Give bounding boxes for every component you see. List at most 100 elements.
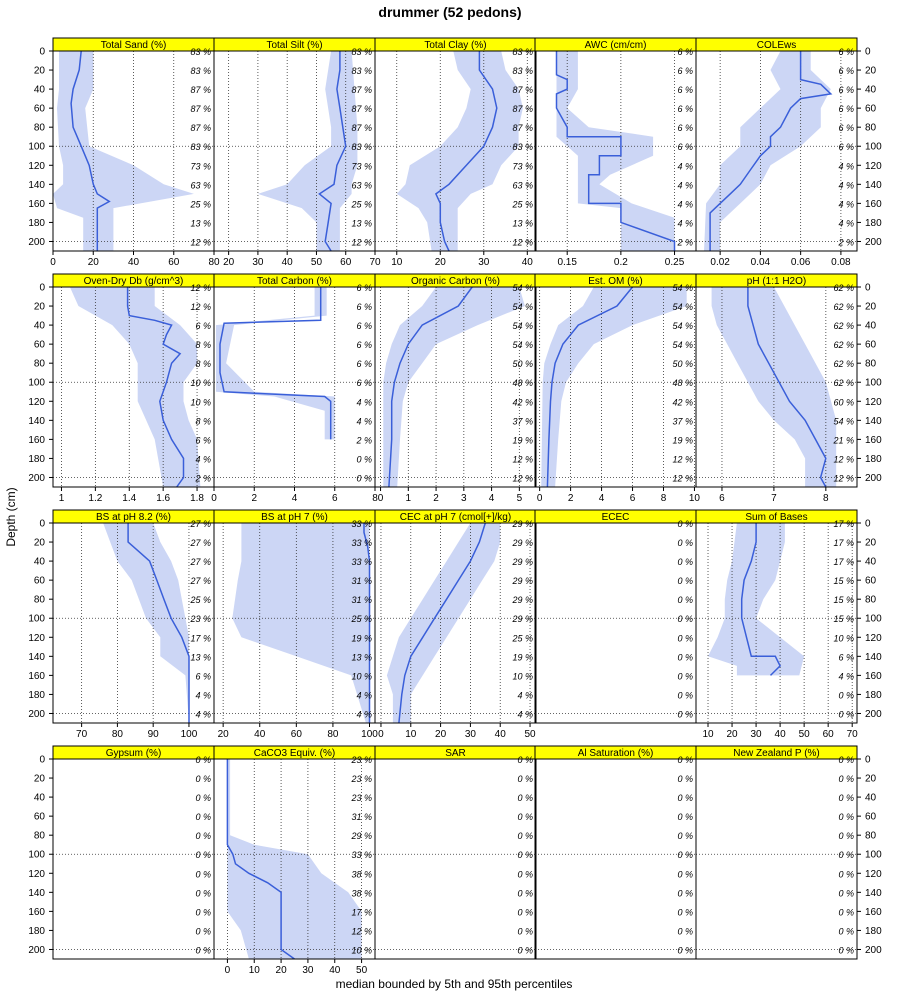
pct-label: 0 % — [677, 926, 693, 936]
pct-label: 0 % — [195, 812, 211, 822]
pct-label: 17 % — [351, 907, 372, 917]
pct-label: 6 % — [195, 671, 211, 681]
pct-label: 12 % — [833, 473, 854, 483]
y-tick-label-right: 0 — [865, 755, 871, 766]
pct-label: 0 % — [838, 793, 854, 803]
pct-label: 0 % — [677, 519, 693, 529]
pct-label: 4 % — [838, 218, 854, 228]
y-tick-label-left: 160 — [28, 671, 45, 682]
pct-label: 83 % — [351, 47, 372, 57]
panel-grid-lines — [375, 51, 536, 251]
x-tick-label: 50 — [799, 729, 811, 740]
panel-title: BS at pH 7 (%) — [261, 512, 328, 523]
panel-title: pH (1:1 H2O) — [747, 276, 806, 287]
x-tick-label: 0 — [225, 965, 231, 976]
x-tick-label: 1 — [406, 493, 412, 504]
pct-label: 87 % — [512, 85, 533, 95]
x-tick-label: 8 — [661, 493, 667, 504]
pct-label: 6 % — [195, 435, 211, 445]
y-tick-label-left: 40 — [34, 85, 46, 96]
y-tick-label-left: 80 — [34, 123, 46, 134]
median-line — [126, 287, 185, 487]
percentile-band — [232, 523, 370, 723]
pct-label: 6 % — [677, 142, 693, 152]
x-tick-label: 10 — [405, 729, 417, 740]
y-tick-label-right: 80 — [865, 595, 877, 606]
pct-label: 23 % — [350, 755, 372, 765]
median-line — [709, 51, 833, 251]
y-tick-label-left: 20 — [34, 302, 46, 313]
pct-label: 73 % — [351, 161, 372, 171]
panel-ecec: ECEC 0 % 0 % 0 % 0 % 0 % 0 % 0 % 0 % 0 % 0 % 0 % — [534, 509, 697, 724]
y-tick-label-left: 100 — [28, 378, 45, 389]
y-tick-label-right: 0 — [865, 47, 871, 58]
y-tick-label-left: 60 — [34, 812, 46, 823]
pct-label: 27 % — [189, 557, 211, 567]
y-tick-label-right: 40 — [865, 85, 877, 96]
pct-label: 17 % — [833, 538, 854, 548]
y-tick-label-left: 0 — [39, 47, 45, 58]
pct-label: 6 % — [838, 104, 854, 114]
panel-est-om: Est. OM (%) 54 % 54 % 54 % 54 % 50 % 48 % 42 % 3… — [534, 273, 700, 504]
panel-title: ECEC — [602, 512, 630, 523]
panel-frame — [534, 758, 697, 960]
pct-label: 48 % — [512, 378, 533, 388]
pct-label: 6 % — [356, 340, 372, 350]
pct-label: 10 % — [833, 633, 854, 643]
panel-organic-carbon: Organic Carbon (%)54 %54 %54 %54 %50 %48… — [374, 273, 537, 504]
pct-label: 6 % — [356, 302, 372, 312]
pct-label: 0 % — [517, 774, 533, 784]
pct-label: 4 % — [195, 454, 211, 464]
pct-label: 54 % — [833, 416, 854, 426]
pct-label: 13 % — [190, 218, 211, 228]
pct-label: 23 % — [350, 774, 372, 784]
pct-label: 17 % — [833, 557, 854, 567]
y-tick-label-left: 60 — [34, 576, 46, 587]
median-line — [388, 287, 473, 487]
x-tick-label: 60 — [291, 729, 303, 740]
pct-label: 62 % — [833, 321, 854, 331]
x-tick-label: 0 — [211, 493, 217, 504]
x-tick-label: 20 — [276, 965, 288, 976]
panel-title: CEC at pH 7 (cmol[+]/kg) — [400, 512, 511, 523]
panel-total-sand: Total Sand (%) 83 % 83 % 87 % 87 % 87 % 83 % 73… — [50, 37, 220, 268]
panel-frame — [374, 758, 537, 960]
pct-label: 0 % — [838, 709, 854, 719]
y-axis-label: Depth (cm) — [4, 487, 18, 546]
pct-label: 0 % — [677, 869, 693, 879]
x-tick-label: 2 — [568, 493, 574, 504]
pct-label: 6 % — [677, 47, 693, 57]
pct-label: 0 % — [356, 454, 372, 464]
pct-label: 12 % — [351, 237, 372, 247]
pct-label: 0 % — [677, 945, 693, 955]
x-tick-label: 20 — [223, 257, 235, 268]
pct-label: 63 % — [351, 180, 372, 190]
pct-label: 19 % — [351, 633, 372, 643]
pct-label: 50 % — [672, 359, 693, 369]
pct-label: 83 % — [190, 66, 211, 76]
panel-grid-lines — [53, 287, 214, 487]
pct-label: 0 % — [195, 831, 211, 841]
x-tick-label: 30 — [302, 965, 314, 976]
y-tick-label-right: 120 — [865, 869, 882, 880]
panel-title: Total Carbon (%) — [257, 276, 332, 287]
x-tick-label: 2 — [433, 493, 439, 504]
pct-label: 87 % — [190, 104, 211, 114]
pct-label: 54 % — [512, 340, 533, 350]
x-tick-label: 70 — [847, 729, 859, 740]
y-tick-label-right: 80 — [865, 359, 877, 370]
y-tick-label-left: 120 — [28, 869, 45, 880]
y-tick-label-left: 200 — [28, 945, 45, 956]
x-tick-label: 20 — [218, 729, 230, 740]
panel-frame — [374, 286, 537, 488]
pct-label: 0 % — [517, 869, 533, 879]
pct-label: 6 % — [195, 321, 211, 331]
panel-sar: SAR 0 % 0 % 0 % 0 % 0 % 0 % 0 % 0 % 0 % 0 % 0 % — [374, 745, 537, 960]
panel-title: CaCO3 Equiv. (%) — [254, 748, 336, 759]
panel-caco3-equiv: CaCO3 Equiv. (%) 23 % 23 % 23 % 31 % 29 % 33 %… — [213, 745, 376, 976]
percentile-band — [69, 287, 201, 487]
y-tick-label-right: 100 — [865, 850, 882, 861]
pct-label: 62 % — [833, 283, 854, 293]
percentile-band — [53, 51, 194, 251]
x-tick-label: 1.4 — [122, 493, 136, 504]
